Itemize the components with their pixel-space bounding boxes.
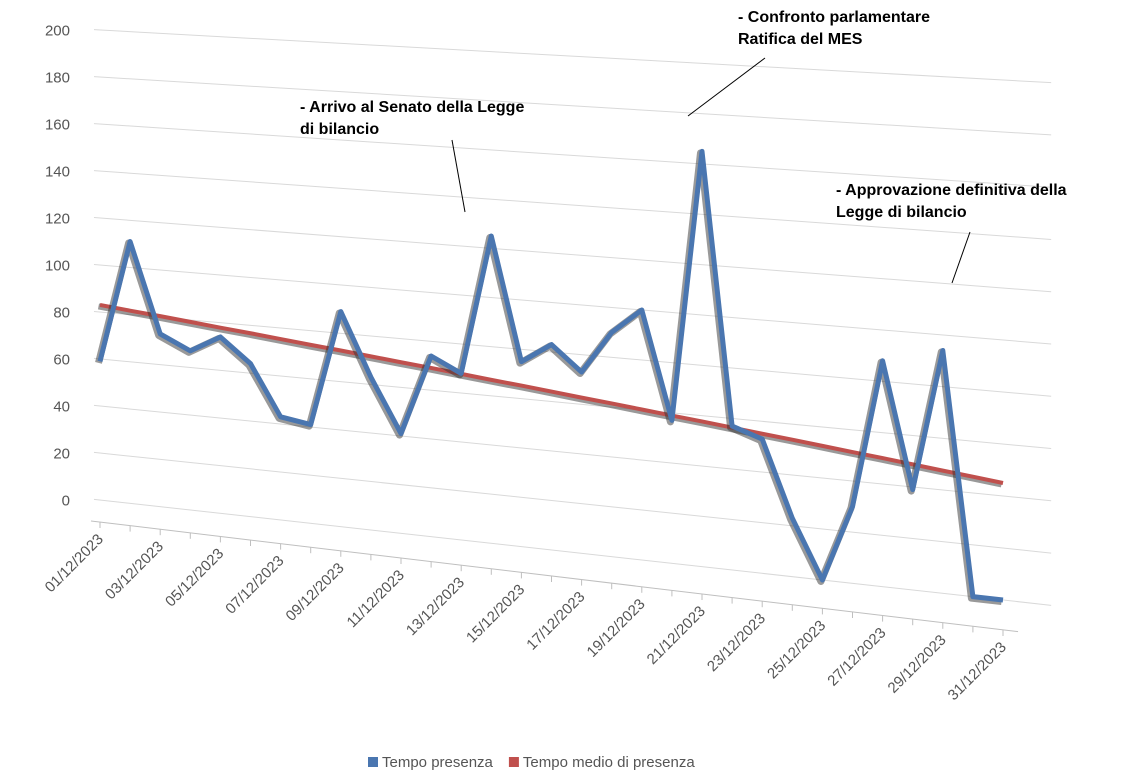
y-tick-label: 140 (45, 164, 70, 181)
legend-label: Tempo medio di presenza (523, 754, 695, 771)
x-tick-label: 09/12/2023 (283, 560, 348, 625)
grid-line (93, 123, 1052, 188)
x-tick-label: 15/12/2023 (463, 581, 528, 646)
x-tick-label: 11/12/2023 (344, 567, 408, 631)
line-shadow (97, 303, 1003, 488)
annotation: Ratifica del MES (738, 31, 863, 48)
grid-line (93, 451, 1052, 554)
grid-line (93, 76, 1052, 136)
y-tick-label: 200 (45, 23, 70, 40)
annotation-leader (687, 57, 766, 117)
grid-line (93, 170, 1052, 240)
legend-swatch (368, 757, 378, 767)
x-tick-label: 07/12/2023 (222, 552, 287, 617)
annotation: - Approvazione definitiva della (836, 182, 1067, 199)
x-tick-label: 05/12/2023 (162, 545, 227, 610)
annotation-leader (951, 231, 971, 284)
series-line (99, 302, 1004, 485)
grid-line (93, 498, 1052, 606)
grid-line (93, 404, 1052, 502)
x-tick-label: 03/12/2023 (102, 538, 167, 603)
y-tick-label: 40 (53, 398, 70, 415)
x-tick-label: 27/12/2023 (824, 624, 889, 689)
y-tick-label: 100 (45, 258, 70, 275)
y-tick-label: 20 (53, 445, 70, 462)
legend-swatch (508, 757, 519, 767)
y-tick-label: 120 (45, 211, 70, 228)
x-tick-label: 31/12/2023 (945, 639, 1010, 704)
grid-line (93, 310, 1052, 397)
legend-label: Tempo presenza (382, 754, 494, 771)
x-tick-label: 29/12/2023 (885, 632, 950, 697)
x-tick-label: 23/12/2023 (704, 610, 769, 675)
annotation-leader (451, 139, 466, 213)
annotation: - Confronto parlamentare (738, 9, 930, 26)
y-tick-label: 0 (62, 492, 70, 509)
y-tick-label: 80 (53, 304, 70, 321)
x-tick-label: 25/12/2023 (764, 617, 829, 682)
x-tick-label: 21/12/2023 (644, 603, 709, 668)
y-tick-label: 180 (45, 70, 70, 87)
y-tick-label: 160 (45, 117, 70, 134)
x-tick-label: 01/12/2023 (42, 531, 107, 596)
x-axis (90, 520, 1019, 633)
annotation: - Arrivo al Senato della Legge (300, 99, 524, 116)
x-tick-label: 13/12/2023 (403, 574, 468, 639)
grid-line (93, 357, 1052, 450)
grid-line (93, 264, 1052, 345)
annotation: Legge di bilancio (836, 204, 967, 221)
grid-line (93, 29, 1052, 84)
grid-line (93, 217, 1052, 293)
annotation: di bilancio (300, 121, 379, 138)
x-tick-label: 17/12/2023 (523, 588, 588, 653)
series-line (97, 148, 1004, 603)
x-tick-label: 19/12/2023 (584, 596, 649, 661)
y-tick-label: 60 (53, 351, 70, 368)
